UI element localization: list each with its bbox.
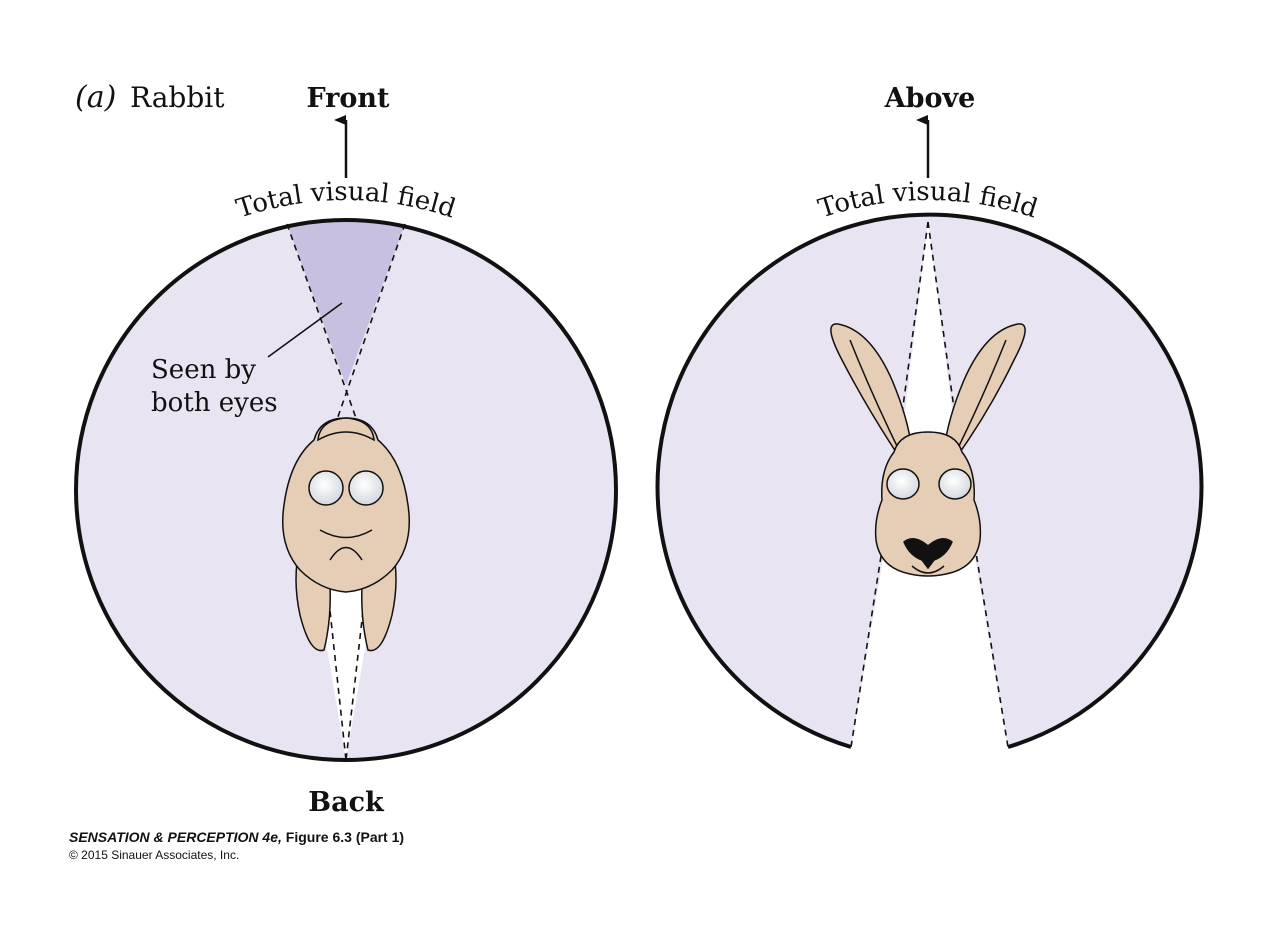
total-visual-field-label-left: Total visual field <box>233 177 459 225</box>
rabbit-head-top-view <box>281 417 411 652</box>
figure-number: Figure 6.3 (Part 1) <box>285 829 405 845</box>
binocular-field-wedge <box>287 219 405 385</box>
total-visual-field-region-front <box>657 214 1202 748</box>
rabbit-eye-right-front <box>938 468 972 500</box>
binocular-label-line2: both eyes <box>151 388 278 418</box>
panel-animal-label: Rabbit <box>130 81 225 114</box>
binocular-pointer-line <box>267 302 343 358</box>
right-front-view <box>655 115 1204 749</box>
rabbit-eye-left <box>308 470 344 506</box>
back-label: Back <box>308 787 385 818</box>
blind-gap-top <box>898 222 960 472</box>
above-label: Above <box>884 83 976 114</box>
binocular-label-line1: Seen by <box>151 355 256 385</box>
rabbit-eyes-top-view <box>308 470 384 506</box>
front-label: Front <box>306 83 390 114</box>
rabbit-skull <box>281 417 411 593</box>
left-top-view <box>74 115 618 762</box>
copyright-notice: © 2015 Sinauer Associates, Inc. <box>69 848 240 862</box>
figure-credit: SENSATION & PERCEPTION 4e, Figure 6.3 (P… <box>69 829 404 845</box>
book-title: SENSATION & PERCEPTION 4e, <box>69 829 282 845</box>
visual-field-outline-front <box>655 212 1204 749</box>
rabbit-face <box>874 431 982 577</box>
rabbit-nose <box>903 538 953 570</box>
rabbit-eye-left-front <box>886 468 920 500</box>
rabbit-snout <box>317 417 375 442</box>
rabbit-eye-right <box>348 470 384 506</box>
rabbit-eyes-front-view <box>886 468 972 500</box>
rabbit-head-front-view <box>830 323 1026 577</box>
panel-letter: (a) <box>75 80 116 115</box>
visual-field-outline <box>74 218 618 762</box>
